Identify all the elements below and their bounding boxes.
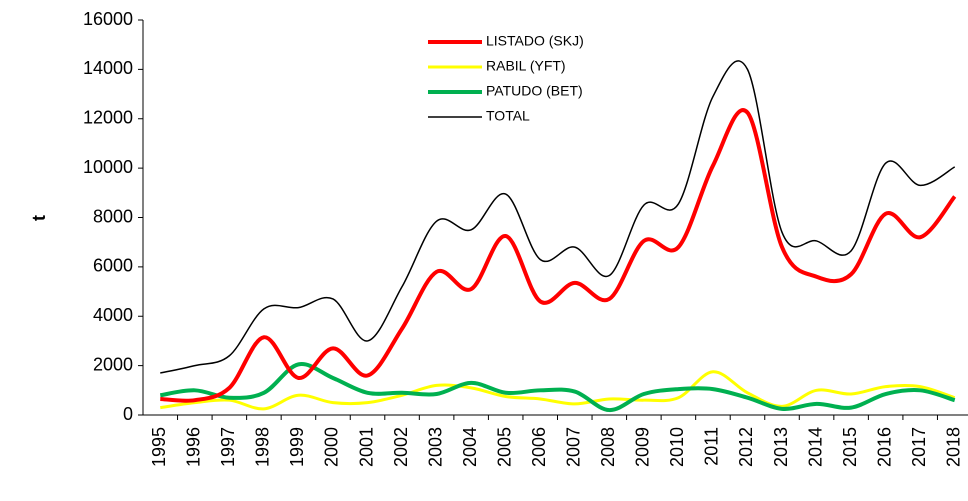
x-tick-label: 2012 [736,427,756,467]
x-tick-label: 2007 [564,427,584,467]
y-tick-label: 12000 [83,108,133,128]
x-tick-label: 2018 [943,427,963,467]
x-tick-label: 1997 [218,427,238,467]
x-tick-label: 2010 [667,427,687,467]
legend-label: TOTAL [486,108,530,124]
legend-label: PATUDO (BET) [486,83,583,99]
x-tick-label: 2015 [840,427,860,467]
x-tick-label: 2003 [425,427,445,467]
line-series [159,362,956,413]
x-tick-label: 2002 [391,427,411,467]
x-tick-label: 2016 [874,427,894,467]
y-tick-label: 2000 [93,354,133,374]
line-series [160,108,957,403]
legend-label: LISTADO (SKJ) [486,33,584,49]
x-tick-label: 1999 [287,427,307,467]
x-tick-label: 2005 [494,427,514,467]
y-tick-label: 4000 [93,305,133,325]
y-tick-label: 0 [123,404,133,424]
y-tick-label: 10000 [83,157,133,177]
x-tick-label: 2017 [909,427,929,467]
x-tick-label: 1995 [149,427,169,467]
x-tick-label: 1998 [253,427,273,467]
x-tick-label: 2001 [356,427,376,467]
line-series [160,370,956,411]
x-tick-label: 2011 [702,427,722,466]
line-series [160,60,956,374]
x-tick-label: 2004 [460,427,480,467]
y-tick-label: 8000 [93,206,133,226]
x-tick-label: 2006 [529,427,549,467]
x-tick-label: 2013 [771,427,791,467]
x-tick-label: 2009 [633,427,653,467]
x-tick-label: 2014 [805,427,825,467]
x-tick-label: 2000 [322,427,342,467]
y-tick-label: 16000 [83,9,133,29]
y-tick-label: 14000 [83,58,133,78]
x-tick-label: 1996 [184,427,204,467]
y-axis-label: t [29,215,49,221]
y-tick-label: 6000 [93,256,133,276]
x-tick-label: 2008 [598,427,618,467]
legend-label: RABIL (YFT) [486,58,566,74]
